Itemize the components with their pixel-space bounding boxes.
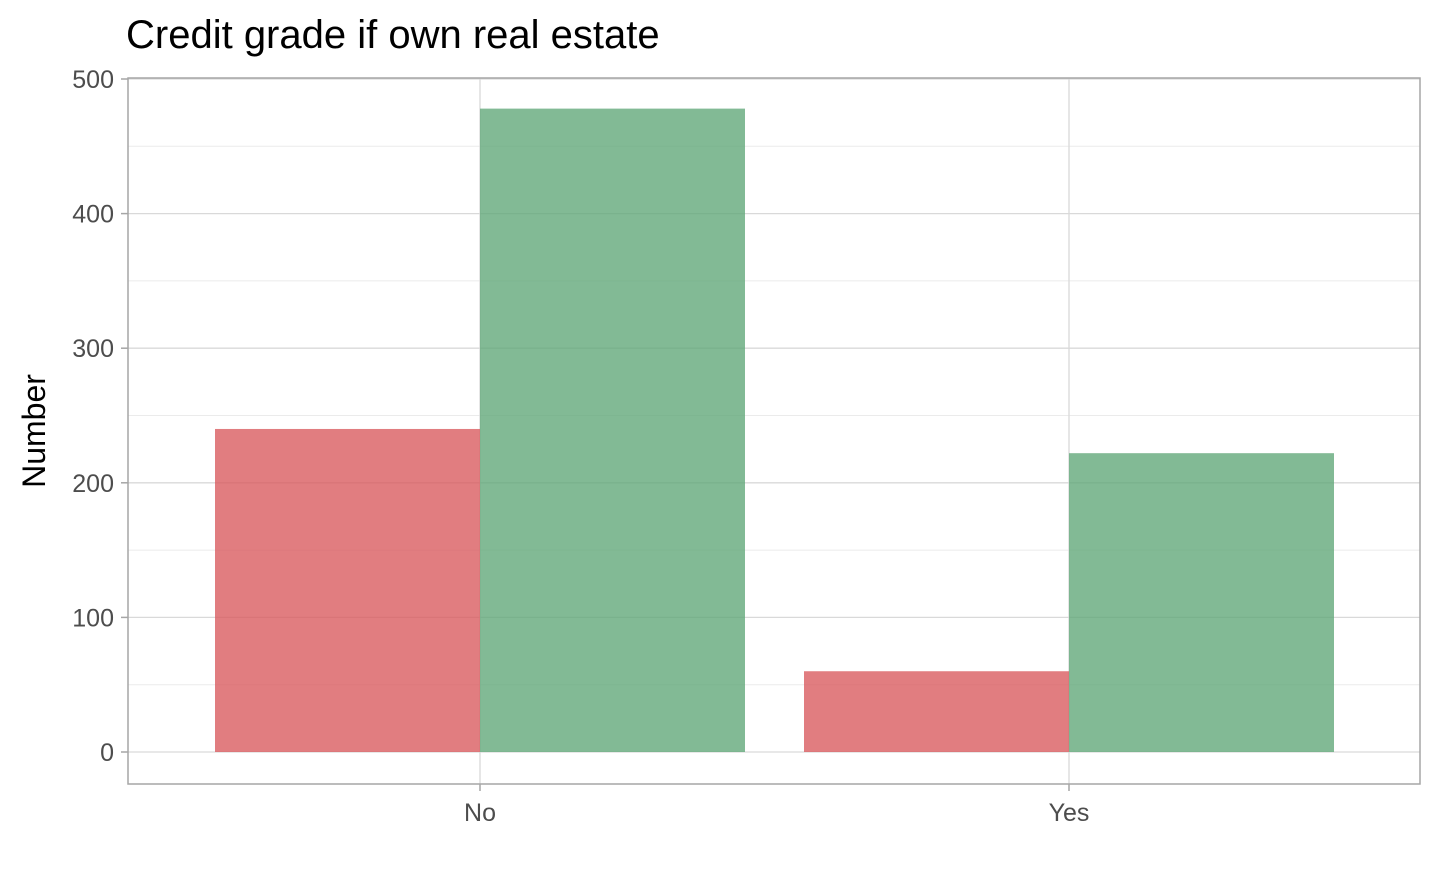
plot-border	[127, 77, 1421, 785]
bar-yes-series-2[interactable]	[1069, 453, 1334, 752]
y-tick-label: 0	[100, 739, 114, 767]
bar-no-series-1[interactable]	[215, 428, 480, 752]
y-axis-label: Number	[16, 374, 52, 488]
bar-yes-series-1[interactable]	[804, 671, 1069, 752]
y-tick-label: 100	[72, 604, 114, 632]
y-tick-label: 400	[72, 201, 114, 229]
chart-title: Credit grade if own real estate	[126, 13, 660, 57]
plot-panel: 0 100 200 300 400 500 No Yes	[72, 66, 1421, 827]
y-tick-label: 300	[72, 335, 114, 363]
x-tick-label-no: No	[464, 799, 496, 827]
x-tick-label-yes: Yes	[1049, 799, 1090, 827]
y-tick-label: 200	[72, 470, 114, 498]
y-tick-label: 500	[72, 66, 114, 94]
bar-no-series-2[interactable]	[480, 108, 745, 752]
